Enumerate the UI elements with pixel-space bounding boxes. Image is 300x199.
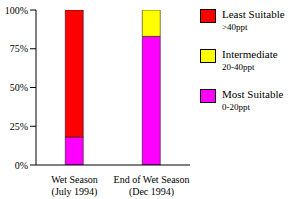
svg-text:End of Wet Season: End of Wet Season [114,174,190,185]
html-text:Most Suitable: Most Suitable [222,88,284,100]
html-text:>40ppt: >40ppt [222,22,248,32]
svg-text:Wet Season: Wet Season [51,174,98,185]
html-text:0-20ppt: 0-20ppt [222,102,250,112]
html-text:Least Suitable: Least Suitable [222,8,285,20]
svg-text:(Dec 1994): (Dec 1994) [129,186,174,198]
svg-text:0%: 0% [15,160,28,171]
svg-text:50%: 50% [10,82,28,93]
svg-text:25%: 25% [10,121,28,132]
html-text:20-40ppt: 20-40ppt [222,62,255,72]
svg-text:75%: 75% [10,43,28,54]
svg-text:(July 1994): (July 1994) [52,186,98,198]
svg-text:100%: 100% [8,5,28,16]
html-text:Intermediate: Intermediate [222,48,278,60]
